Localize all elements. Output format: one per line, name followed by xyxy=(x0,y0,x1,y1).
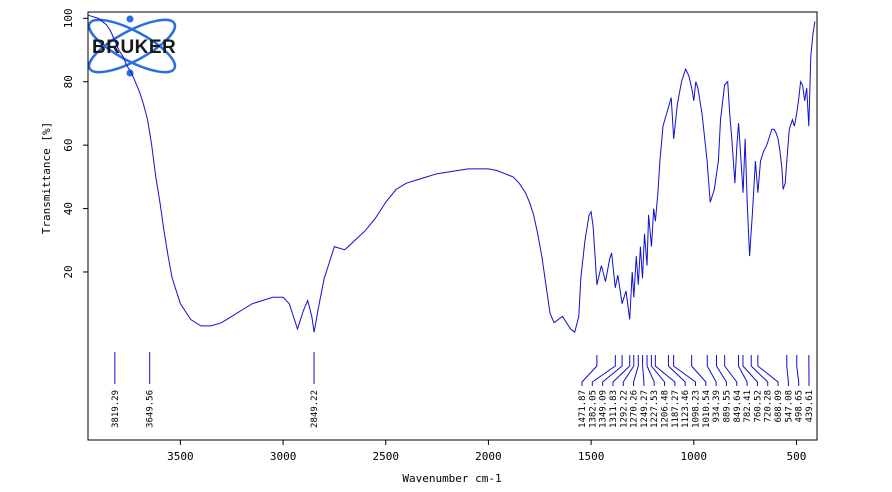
peak-label: 1249.27 xyxy=(640,390,650,428)
peak-marker-line xyxy=(757,355,779,386)
peak-marker-line xyxy=(581,355,598,386)
peak-label: 1349.09 xyxy=(599,390,609,428)
peak-label: 1270.26 xyxy=(630,390,640,428)
x-axis-label: Wavenumber cm-1 xyxy=(402,472,501,485)
peak-marker-line xyxy=(612,355,631,386)
peak-label: 1206.48 xyxy=(661,390,671,428)
peak-label: 547.08 xyxy=(784,390,794,423)
peak-marker-line xyxy=(650,355,666,386)
peak-marker-line xyxy=(706,355,717,386)
peak-marker-line xyxy=(654,355,676,386)
peak-marker-line xyxy=(750,355,769,386)
y-axis-label: Transmittance [%] xyxy=(40,122,53,235)
peak-marker-line xyxy=(786,355,789,386)
peak-label: 498.65 xyxy=(795,390,805,423)
peak-label: 760.52 xyxy=(753,390,763,423)
x-tick-label: 3000 xyxy=(270,450,297,463)
peak-marker-line xyxy=(796,355,800,386)
peak-marker-line xyxy=(602,355,623,386)
peak-label: 2849.22 xyxy=(310,390,320,428)
peak-label: 889.55 xyxy=(722,390,732,423)
y-tick-label: 80 xyxy=(62,75,75,88)
x-tick-label: 2000 xyxy=(475,450,502,463)
peak-label: 1311.83 xyxy=(609,390,619,428)
bruker-logo: BRUKER xyxy=(87,15,177,77)
peak-label: 849.64 xyxy=(733,390,743,423)
peak-marker-line xyxy=(691,355,707,386)
x-tick-label: 3500 xyxy=(167,450,194,463)
peak-label: 720.28 xyxy=(764,390,774,423)
peak-labels: 3819.29 3649.56 2849.22 1471.87 1382.05 1349.… xyxy=(111,352,815,428)
peak-marker-line xyxy=(737,355,748,386)
peak-marker-line xyxy=(715,355,727,386)
peak-label: 439.61 xyxy=(805,390,815,423)
peak-label: 1292.22 xyxy=(619,390,629,428)
peak-label: 782.41 xyxy=(743,390,753,423)
peak-label: 3819.29 xyxy=(111,390,121,428)
bruker-logo-dot xyxy=(126,15,134,23)
plot-frame xyxy=(87,11,818,441)
x-tick-label: 500 xyxy=(787,450,807,463)
peak-marker-line xyxy=(742,355,758,386)
y-tick-label: 60 xyxy=(62,139,75,152)
peak-label: 1471.87 xyxy=(578,390,588,428)
y-tick-label: 100 xyxy=(62,8,75,28)
transmittance-series-line xyxy=(87,14,816,334)
y-tick-label: 20 xyxy=(62,265,75,278)
peak-label: 1382.05 xyxy=(588,390,598,428)
bruker-logo-text: BRUKER xyxy=(92,37,176,58)
peak-marker-line xyxy=(646,355,655,386)
peak-label: 1123.46 xyxy=(681,390,691,428)
peak-label: 1010.54 xyxy=(702,390,712,428)
peak-marker-line xyxy=(642,355,645,386)
x-tick-label: 1000 xyxy=(681,450,708,463)
peak-label: 1227.53 xyxy=(650,390,660,428)
peak-marker-line xyxy=(622,355,635,386)
peak-label: 1187.27 xyxy=(671,390,681,428)
x-axis: 3500 3000 2500 2000 1500 1000 500 xyxy=(167,440,806,463)
x-tick-label: 1500 xyxy=(578,450,605,463)
bruker-logo-orbits xyxy=(87,18,177,74)
peak-label: 1098.23 xyxy=(692,390,702,428)
peak-label: 688.09 xyxy=(774,390,784,423)
peak-marker-line xyxy=(591,355,616,386)
peak-marker-line xyxy=(667,355,686,386)
peak-label: 3649.56 xyxy=(146,390,156,428)
y-axis: 20 40 60 80 100 xyxy=(62,8,88,279)
plot-area: 3819.29 3649.56 2849.22 1471.87 1382.05 1349.… xyxy=(87,11,818,441)
peak-label: 934.39 xyxy=(712,390,722,423)
x-tick-label: 2500 xyxy=(373,450,400,463)
peak-marker-line xyxy=(673,355,696,386)
y-tick-label: 40 xyxy=(62,202,75,215)
peak-marker-line xyxy=(633,355,639,386)
peak-marker-line xyxy=(724,355,738,386)
